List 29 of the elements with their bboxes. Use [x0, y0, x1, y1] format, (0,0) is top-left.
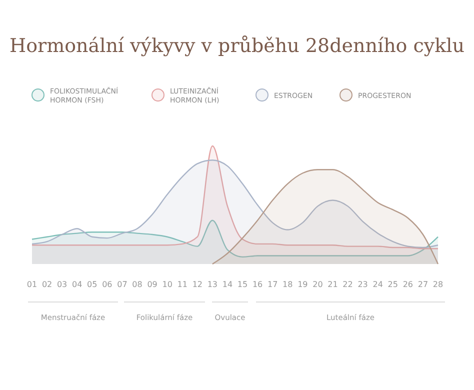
x-tick-label: 05: [87, 280, 98, 289]
x-tick-label: 24: [372, 280, 383, 289]
x-tick-label: 19: [298, 280, 308, 289]
x-tick-label: 02: [42, 280, 52, 289]
x-tick-label: 28: [432, 280, 444, 289]
x-tick-label: 20: [312, 280, 323, 289]
chart-title: Hormonální výkyvy v průběhu 28denního cyklu: [10, 35, 464, 57]
x-tick-label: 08: [132, 280, 142, 289]
x-tick-label: 22: [342, 280, 353, 289]
x-tick-label: 27: [418, 280, 428, 289]
x-tick-label: 13: [207, 280, 218, 289]
x-tick-label: 09: [147, 280, 158, 289]
x-tick-label: 18: [282, 280, 293, 289]
x-tick-label: 01: [26, 280, 38, 289]
x-tick-label: 11: [177, 280, 188, 289]
x-tick-label: 25: [388, 280, 398, 289]
x-tick-label: 03: [56, 280, 68, 289]
x-tick-label: 14: [222, 280, 233, 289]
x-tick-label: 16: [252, 280, 263, 289]
x-tick-label: 10: [162, 280, 172, 289]
x-tick-label: 04: [72, 280, 82, 289]
x-tick-label: 07: [117, 280, 128, 289]
x-tick-label: 23: [358, 280, 368, 289]
x-tick-label: 06: [102, 280, 112, 289]
x-tick-label: 26: [402, 280, 414, 289]
x-tick-label: 12: [192, 280, 202, 289]
x-tick-label: 21: [328, 280, 338, 289]
x-tick-label: 17: [268, 280, 278, 289]
x-tick-label: 15: [237, 280, 248, 289]
